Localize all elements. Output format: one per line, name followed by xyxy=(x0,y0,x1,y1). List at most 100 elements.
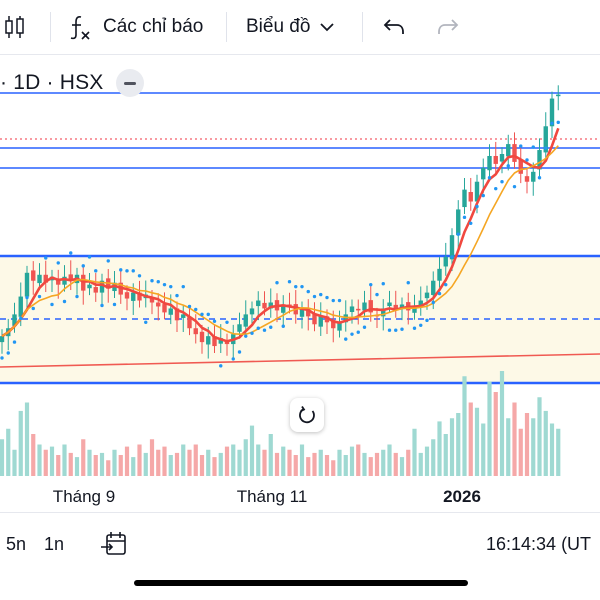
volume-bar xyxy=(237,449,242,476)
candle-body xyxy=(43,274,48,283)
sar-dot xyxy=(150,279,154,283)
price-chart[interactable] xyxy=(0,54,600,512)
clock-time: 16:14:34 (UT xyxy=(486,534,592,554)
volume-bar xyxy=(218,452,223,476)
volume-bar xyxy=(349,446,355,476)
volume-bar xyxy=(362,452,367,476)
sar-dot xyxy=(187,304,192,309)
candle-body xyxy=(87,284,92,289)
goto-date-button[interactable] xyxy=(100,530,128,563)
sar-dot xyxy=(275,281,279,285)
chart-menu-button[interactable]: Biểu đồ xyxy=(246,0,335,54)
sar-dot xyxy=(306,289,310,294)
minus-icon xyxy=(123,81,136,85)
candle-body xyxy=(443,256,448,267)
volume-bar xyxy=(368,457,373,476)
volume-bar xyxy=(487,381,492,476)
volume-bar xyxy=(124,446,130,476)
indicators-button[interactable]: Các chỉ báo xyxy=(68,0,203,54)
candle-body xyxy=(306,308,311,317)
candle-body xyxy=(481,167,486,180)
trend-line xyxy=(0,353,600,368)
volume-bar xyxy=(518,428,523,476)
sar-dot xyxy=(325,295,329,300)
sar-dot xyxy=(381,281,385,286)
reset-chart-button[interactable] xyxy=(290,398,324,432)
candle-body xyxy=(131,292,136,301)
candle-body xyxy=(206,336,211,345)
sar-dot xyxy=(87,255,92,259)
volume-bar xyxy=(356,444,361,476)
volume-bar xyxy=(437,421,442,476)
volume-bar xyxy=(449,418,455,476)
candle-body xyxy=(518,159,523,174)
volume-bar xyxy=(12,449,17,476)
sar-dot xyxy=(31,306,35,311)
volume-bar xyxy=(393,452,398,476)
candle-body xyxy=(356,308,361,311)
candle-body xyxy=(37,274,42,284)
volume-bar xyxy=(149,439,155,476)
sar-dot xyxy=(400,327,404,331)
volume-bar xyxy=(324,455,330,476)
sar-dot xyxy=(131,269,135,273)
candle-body xyxy=(18,296,23,317)
candle-body xyxy=(349,306,355,313)
volume-bar xyxy=(256,444,261,476)
volume-bar xyxy=(424,446,430,476)
undo-button[interactable] xyxy=(382,0,406,54)
candle-body xyxy=(512,144,517,162)
candle-body xyxy=(318,316,323,327)
sar-dot xyxy=(512,184,517,189)
sar-dot xyxy=(475,204,479,209)
volume-bar xyxy=(99,452,105,476)
candle-body xyxy=(324,316,330,323)
volume-bar xyxy=(318,449,323,476)
sar-dot xyxy=(337,298,342,303)
volume-bar xyxy=(312,452,317,476)
volume-bar xyxy=(0,439,5,476)
range-1d-button[interactable]: 1n xyxy=(44,534,65,554)
candle-body xyxy=(124,292,130,299)
candle-body xyxy=(387,302,392,307)
chevron-down-icon xyxy=(320,23,335,32)
candle-body xyxy=(256,300,261,307)
volume-bar xyxy=(249,425,255,476)
range-5d-button[interactable]: 5n xyxy=(6,534,27,554)
sar-dot xyxy=(294,284,298,289)
sar-dot xyxy=(506,164,510,168)
sar-dot xyxy=(112,302,117,307)
chart-type-button[interactable] xyxy=(4,0,26,54)
redo-button[interactable] xyxy=(436,0,460,54)
toolbar-divider xyxy=(50,12,51,42)
volume-bar xyxy=(468,402,473,476)
volume-bar xyxy=(543,410,548,476)
sar-dot xyxy=(231,357,235,361)
x-tick-label: 2026 xyxy=(443,487,481,506)
sar-dot xyxy=(125,269,129,273)
volume-bar xyxy=(68,452,73,476)
volume-bar xyxy=(187,449,192,476)
x-tick-label: Tháng 11 xyxy=(236,487,308,506)
volume-bar xyxy=(56,455,61,476)
redo-arrow-icon xyxy=(438,19,459,34)
candle-body xyxy=(431,280,436,295)
sar-dot xyxy=(94,269,98,273)
volume-bar xyxy=(531,418,536,476)
volume-bar xyxy=(399,457,405,476)
volume-bar xyxy=(387,444,392,476)
sar-dot xyxy=(244,334,248,338)
sar-dot xyxy=(137,274,142,278)
sar-dot xyxy=(56,261,60,265)
volume-bar xyxy=(224,446,230,476)
volume-bar xyxy=(462,376,467,476)
candle-body xyxy=(381,308,386,317)
sar-dot xyxy=(194,307,198,312)
collapse-legend-button[interactable] xyxy=(115,69,144,97)
volume-bar xyxy=(18,410,23,476)
candle-body xyxy=(549,98,555,127)
sar-dot xyxy=(50,302,54,307)
candle-body xyxy=(187,316,192,329)
sar-dot xyxy=(62,299,67,304)
volume-bar xyxy=(106,460,111,476)
